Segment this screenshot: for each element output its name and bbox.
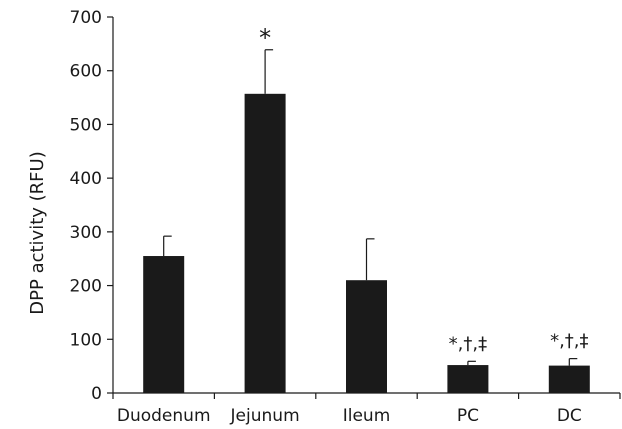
bar-jejunum — [244, 93, 286, 393]
y-tick-label: 300 — [70, 223, 102, 243]
y-axis: 0 100 200 300 400 500 600 700 — [70, 8, 114, 404]
y-tick-label: 0 — [91, 384, 102, 404]
x-tick-label: Duodenum — [117, 406, 211, 426]
x-tick-label: Jejunum — [230, 406, 300, 426]
y-tick-label: 700 — [70, 8, 102, 28]
y-tick-label: 400 — [70, 169, 102, 189]
bar-duodenum — [143, 256, 185, 393]
error-bars — [163, 49, 578, 366]
y-tick-label: 600 — [70, 62, 102, 82]
y-axis-title: DPP activity (RFU) — [27, 151, 48, 314]
annotation-jejunum: * — [259, 24, 271, 52]
x-tick-label: Ileum — [343, 406, 391, 426]
bar-ileum — [346, 280, 387, 393]
y-tick-label: 100 — [70, 330, 102, 350]
x-tick-label: PC — [457, 406, 479, 426]
bar-pc — [447, 365, 489, 393]
y-tick-label: 200 — [70, 277, 102, 297]
x-tick-label: DC — [557, 406, 582, 426]
bars — [143, 93, 590, 393]
annotation-dc: *,†,‡ — [550, 331, 588, 352]
bar-dc — [548, 365, 590, 393]
annotation-pc: *,†,‡ — [449, 333, 487, 354]
y-tick-label: 500 — [70, 115, 102, 135]
significance-annotations: * *,†,‡ *,†,‡ — [259, 24, 588, 355]
x-axis: Duodenum Jejunum Ileum PC DC — [112, 392, 621, 426]
